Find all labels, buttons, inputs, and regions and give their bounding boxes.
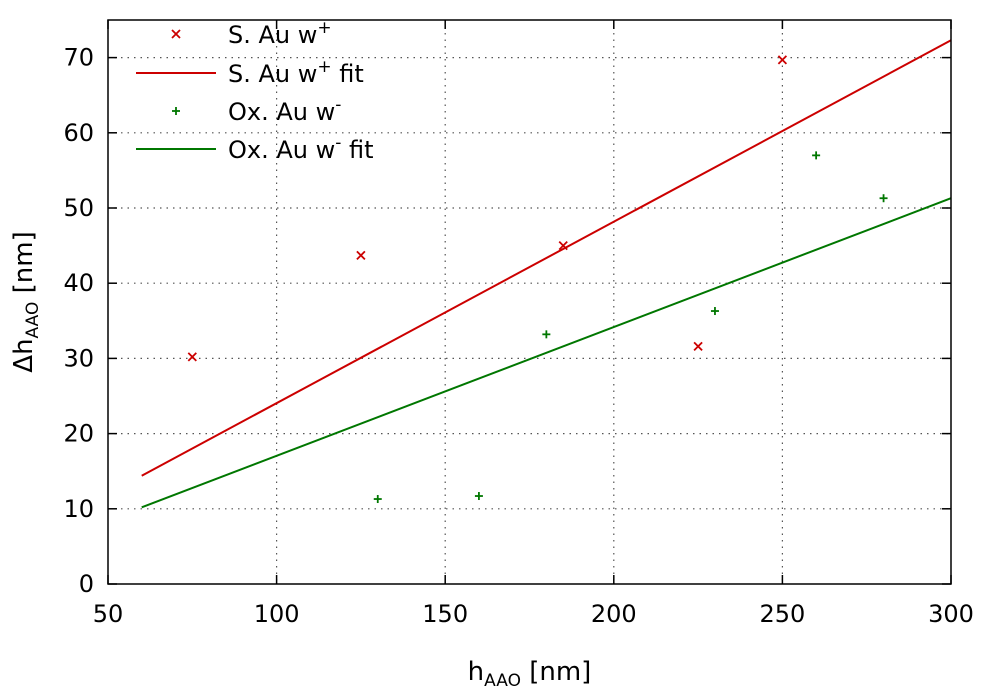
series-1 xyxy=(141,39,952,477)
y-tick-label: 30 xyxy=(63,344,94,372)
plot-frame xyxy=(107,19,952,585)
fit-line xyxy=(141,39,952,477)
x-tick-label: 200 xyxy=(591,600,637,628)
x-tick-label: 100 xyxy=(254,600,300,628)
x-tick-label: 300 xyxy=(928,600,974,628)
y-tick-label: 40 xyxy=(63,269,94,297)
series-layer xyxy=(141,39,952,509)
data-point xyxy=(356,250,366,261)
legend-label: Ox. Au w- fit xyxy=(228,133,374,164)
y-axis-label: ΔhAAO [nm] xyxy=(9,231,43,372)
series-0 xyxy=(187,55,788,362)
legend-label: Ox. Au w- xyxy=(228,95,341,126)
x-axis-label: hAAO [nm] xyxy=(468,657,592,691)
y-tick-label: 0 xyxy=(79,570,94,598)
data-point xyxy=(474,492,483,501)
data-point xyxy=(542,330,551,339)
legend-sample-marker xyxy=(171,29,181,39)
legend-sample-marker xyxy=(172,107,180,115)
data-point xyxy=(777,55,788,65)
data-point xyxy=(187,352,197,362)
y-tick-label: 60 xyxy=(63,119,94,147)
legend-label: S. Au w+ xyxy=(228,18,332,49)
legend: S. Au w+ S. Au w+ fit Ox. Au w- Ox. Au w- f… xyxy=(136,18,374,164)
data-point xyxy=(693,341,703,352)
y-tick-label: 50 xyxy=(63,194,94,222)
grid xyxy=(108,20,951,584)
x-tick-label: 150 xyxy=(422,600,468,628)
data-point xyxy=(710,307,719,316)
x-tick-label: 50 xyxy=(93,600,124,628)
data-point xyxy=(373,495,382,504)
y-tick-label: 70 xyxy=(63,44,94,72)
y-tick-label: 10 xyxy=(63,495,94,523)
fit-line xyxy=(141,197,952,509)
data-point xyxy=(879,194,888,203)
y-tick-label: 20 xyxy=(63,420,94,448)
series-3 xyxy=(141,197,952,509)
ticks: 50 100 150 200 250 300 0 10 20 30 40 50 60 70 xyxy=(63,20,974,628)
x-tick-label: 250 xyxy=(759,600,805,628)
series-2 xyxy=(373,151,888,504)
legend-label: S. Au w+ fit xyxy=(228,57,364,88)
data-point xyxy=(812,151,821,160)
